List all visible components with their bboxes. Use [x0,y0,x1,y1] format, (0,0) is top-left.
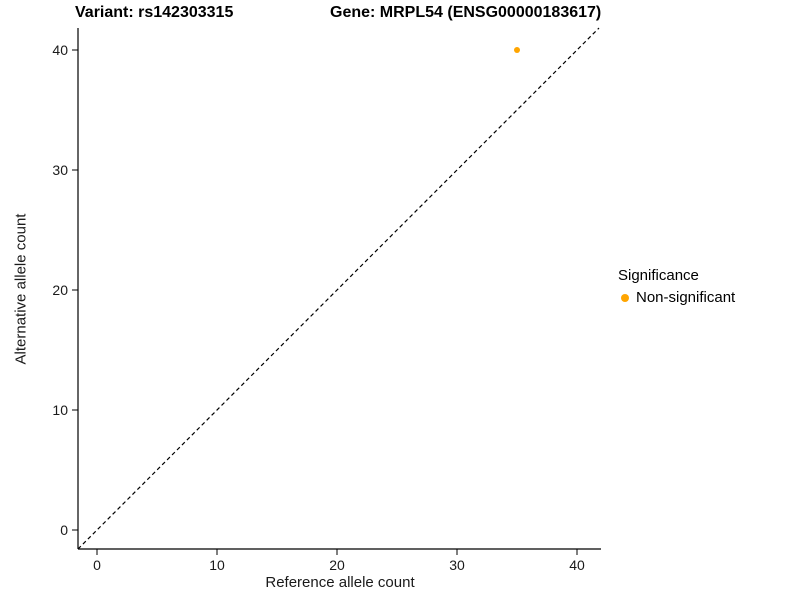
y-tick-label: 30 [52,162,68,178]
y-tick-label: 0 [60,522,68,538]
x-tick-label: 0 [93,557,101,573]
y-tick-label: 40 [52,42,68,58]
legend: Significance Non-significant [618,267,735,306]
x-tick-label: 10 [209,557,225,573]
y-axis-title: Alternative allele count [12,213,30,365]
x-axis-title: Reference allele count [265,574,415,591]
gene-title: Gene: MRPL54 (ENSG00000183617) [330,4,602,21]
x-tick-label: 20 [329,557,345,573]
legend-title: Significance [618,267,699,284]
legend-item-label: Non-significant [636,289,736,306]
legend-point-icon [621,293,629,302]
y-tick-label: 20 [52,282,68,298]
variant-title: Variant: rs142303315 [75,4,234,21]
data-point [514,47,520,53]
legend-item-non-significant: Non-significant [618,289,735,306]
x-tick-label: 40 [569,557,585,573]
x-tick-label: 30 [449,557,465,573]
y-tick-label: 10 [52,402,68,418]
identity-reference-line [77,27,600,550]
